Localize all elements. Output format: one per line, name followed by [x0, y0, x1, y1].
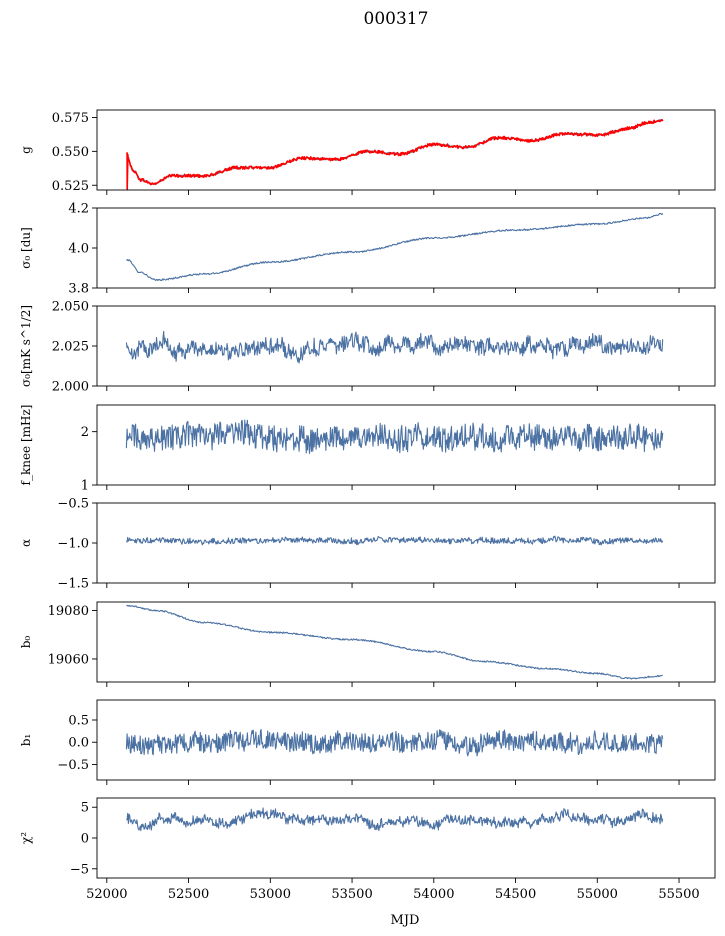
- panel-8: −5 0 5 χ²: [19, 797, 716, 883]
- panel-3-ytick-label-1: 2.025: [52, 340, 89, 355]
- panel-2-ytick-label-0: 3.8: [68, 282, 89, 297]
- panel-7-ytick-label-2: 0.5: [68, 714, 89, 729]
- panel-7-series-1: [125, 729, 664, 757]
- panel-4-frame: [96, 404, 716, 486]
- panel-7-ytick-label-0: −0.5: [57, 758, 89, 773]
- panel-2-series-1: [126, 212, 664, 282]
- panel-6-ytick-label-1: 19080: [48, 604, 89, 619]
- panel-7: −0.5 0.0 0.5 b₁: [19, 699, 716, 785]
- panel-3: 2.000 2.025 2.050 σ₀[mK s^1/2]: [19, 300, 716, 395]
- panel-4-ytick-label-0: 1: [81, 479, 89, 494]
- panel-6-frame: [96, 601, 716, 683]
- panel-5-series-1: [125, 535, 664, 546]
- panel-5-ylabel: α: [19, 539, 33, 547]
- panel-8-series-1: [126, 807, 664, 832]
- panel-1-ytick-label-1: 0.550: [52, 145, 89, 160]
- panel-8-ytick-label-2: 5: [81, 801, 89, 816]
- panel-4-series-1: [125, 419, 664, 454]
- panel-8-ytick-label-0: −5: [70, 862, 89, 877]
- panel-7-frame: [96, 699, 716, 781]
- panel-8-frame: [96, 797, 716, 879]
- panel-2-ytick-label-1: 4.0: [68, 242, 89, 257]
- panel-3-ytick-label-0: 2.000: [52, 380, 89, 395]
- panel-6-ylabel: b₀: [19, 636, 33, 649]
- panel-6-series-1: [126, 604, 663, 680]
- panel-6: 19060 19080 b₀: [19, 601, 716, 687]
- panel-5-ytick-label-1: −1.0: [57, 537, 89, 552]
- panel-2-ylabel: σ₀ [du]: [19, 227, 33, 269]
- xtick-label-5: 54500: [495, 887, 536, 902]
- panel-5-ytick-label-2: −0.5: [57, 497, 89, 512]
- panel-4: 1 2 f_knee [mHz]: [19, 404, 716, 494]
- panel-2-ytick-label-2: 4.2: [68, 202, 89, 217]
- panel-4-ylabel: f_knee [mHz]: [19, 405, 33, 486]
- panel-2: 3.8 4.0 4.2 σ₀ [du]: [19, 202, 716, 297]
- panel-6-ytick-label-0: 19060: [48, 652, 89, 667]
- panel-7-ylabel: b₁: [19, 734, 33, 747]
- xtick-label-7: 55500: [658, 887, 699, 902]
- panel-1-ylabel: g: [19, 146, 33, 154]
- panel-4-ytick-label-1: 2: [81, 425, 89, 440]
- panel-1-frame: [96, 109, 716, 191]
- figure-title: 000317: [364, 9, 429, 29]
- x-axis-label: MJD: [391, 913, 420, 928]
- panel-1-ytick-label-0: 0.525: [52, 179, 89, 194]
- panel-1-ytick-label-2: 0.575: [52, 111, 89, 126]
- panel-3-series-1: [125, 330, 664, 364]
- panel-1: 0.525 0.550 0.575 g: [19, 109, 716, 195]
- xtick-label-0: 52000: [86, 887, 127, 902]
- xtick-label-6: 55000: [577, 887, 618, 902]
- xtick-label-4: 54000: [413, 887, 454, 902]
- panel-5-ytick-label-0: −1.5: [57, 577, 89, 592]
- xtick-label-3: 53500: [331, 887, 372, 902]
- panel-5: −1.5 −1.0 −0.5 α: [19, 497, 716, 592]
- panel-8-ylabel: χ²: [19, 832, 33, 844]
- panel-1-series-2: [125, 118, 664, 191]
- panel-3-ylabel: σ₀[mK s^1/2]: [19, 305, 33, 387]
- xtick-label-2: 53000: [250, 887, 291, 902]
- xtick-label-1: 52500: [168, 887, 209, 902]
- panel-3-ytick-label-2: 2.050: [52, 300, 89, 315]
- panel-7-ytick-label-1: 0.0: [68, 736, 89, 751]
- panel-8-ytick-label-1: 0: [81, 832, 89, 847]
